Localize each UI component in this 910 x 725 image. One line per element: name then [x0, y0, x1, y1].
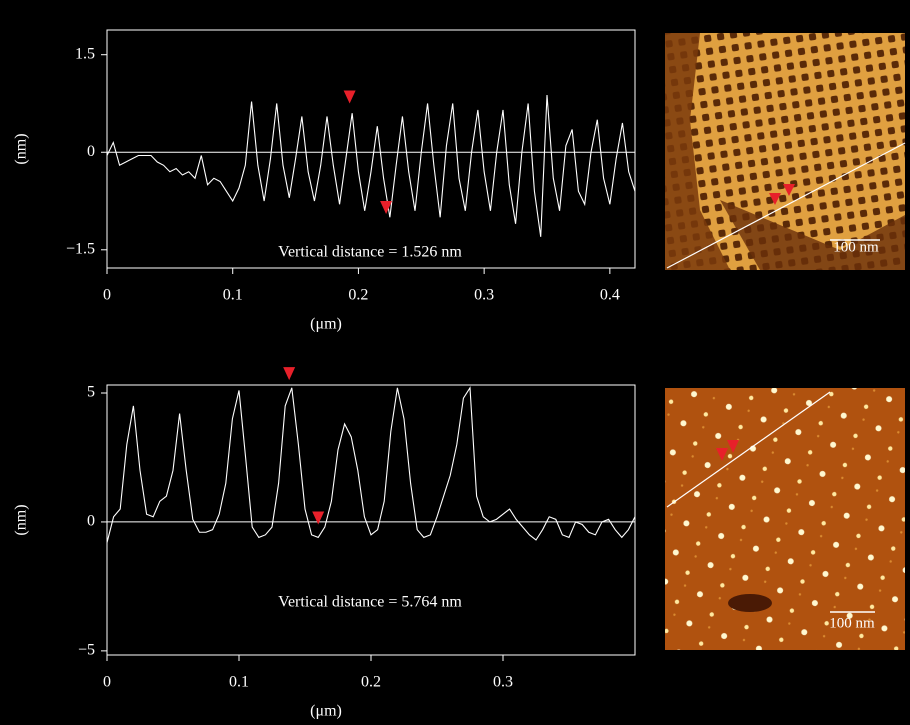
x-tick-label: 0.4 [600, 287, 620, 304]
x-tick-label: 0.3 [474, 287, 494, 304]
x-tick-label: 0 [103, 287, 111, 304]
pit [728, 594, 772, 612]
y-tick-label: 0 [87, 143, 95, 160]
y-tick-label: 5 [87, 384, 95, 401]
scale-label: 100 nm [833, 239, 879, 255]
afm-image-bottom: 100 nm [665, 388, 905, 650]
scale-label: 100 nm [829, 615, 875, 631]
x-tick-label: 0.2 [348, 287, 368, 304]
x-tick-label: 0.1 [223, 287, 243, 304]
x-tick-label: 0 [103, 674, 111, 691]
page: 100 nm 100 nm −1.5 0 1.5 0 0.1 0.2 0.3 0.4 Verti… [0, 0, 910, 725]
afm-image-top: 100 nm [665, 33, 905, 270]
image [665, 388, 905, 650]
annotation: Vertical distance = 1.526 nm [278, 244, 462, 261]
y-axis-label: (nm) [13, 504, 30, 535]
y-axis-label: (nm) [13, 133, 30, 164]
x-axis-label: (μm) [310, 703, 342, 720]
annotation: Vertical distance = 5.764 nm [278, 594, 462, 611]
y-tick-label: −5 [78, 642, 95, 659]
y-tick-label: −1.5 [66, 240, 95, 257]
x-tick-label: 0.3 [493, 674, 513, 691]
x-tick-label: 0.2 [361, 674, 381, 691]
x-tick-label: 0.1 [229, 674, 249, 691]
x-axis-label: (μm) [310, 316, 342, 333]
y-tick-label: 1.5 [75, 45, 95, 62]
y-tick-label: 0 [87, 513, 95, 530]
plot-area [107, 30, 635, 268]
figure: 100 nm 100 nm −1.5 0 1.5 0 0.1 0.2 0.3 0.4 Verti… [0, 0, 910, 725]
